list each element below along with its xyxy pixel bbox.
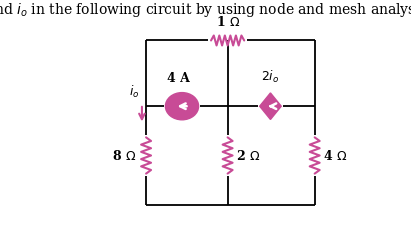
Text: 8 $\Omega$: 8 $\Omega$ xyxy=(112,149,136,163)
Circle shape xyxy=(165,93,199,120)
Text: $i_o$: $i_o$ xyxy=(129,84,139,100)
Text: Find $i_o$ in the following circuit by using node and mesh analysis:: Find $i_o$ in the following circuit by u… xyxy=(0,1,411,19)
Text: 2 $\Omega$: 2 $\Omega$ xyxy=(236,149,260,163)
Polygon shape xyxy=(260,94,281,120)
Text: $2i_o$: $2i_o$ xyxy=(261,69,279,84)
Text: 4 $\Omega$: 4 $\Omega$ xyxy=(323,149,347,163)
Text: 1 $\Omega$: 1 $\Omega$ xyxy=(215,15,240,29)
Text: 4 A: 4 A xyxy=(167,71,190,84)
